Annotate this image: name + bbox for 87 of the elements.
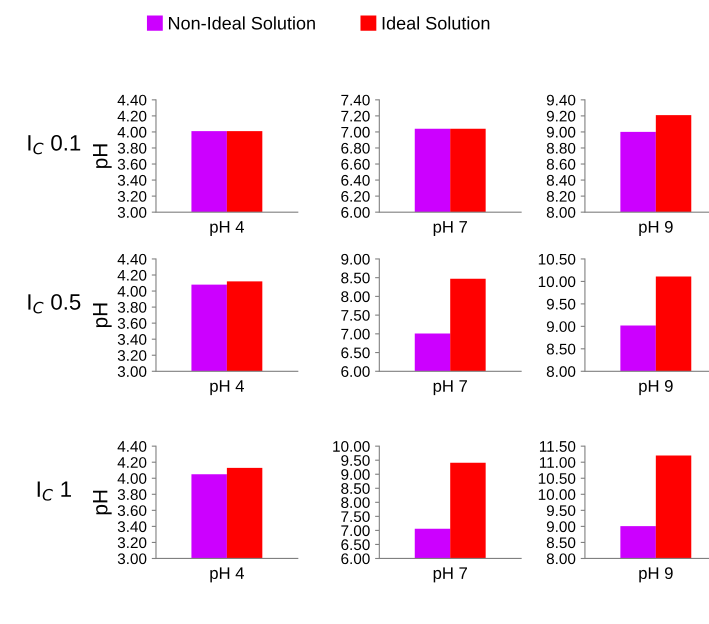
y-tick-label: 9.50 — [546, 505, 576, 516]
y-tick-label: 9.00 — [341, 254, 370, 265]
y-tick-label: 9.00 — [546, 321, 576, 332]
y-tick-label: 10.00 — [538, 276, 576, 288]
y-tick-label: 9.00 — [341, 469, 370, 480]
text: I$_{C}$ 1 — [38, 482, 71, 501]
y-axis-title: pH — [93, 490, 112, 514]
y-tick-label: 9.00 — [546, 521, 576, 532]
y-tick-label: 7.00 — [341, 525, 370, 536]
y-tick-label: 3.00 — [118, 207, 146, 218]
y-tick-label: 6.00 — [341, 207, 370, 218]
y-tick-label: 3.80 — [118, 302, 146, 313]
x-tick-label: pH 4 — [210, 221, 244, 236]
y-tick-label: 4.20 — [118, 270, 146, 281]
y-tick-label: 6.40 — [341, 174, 370, 186]
y-tick-label: 3.00 — [118, 553, 146, 564]
y-tick-label: 4.00 — [118, 286, 146, 297]
y-tick-label: 9.50 — [341, 455, 370, 466]
y-tick-label: 8.00 — [341, 291, 370, 302]
y-tick-label: 4.40 — [118, 254, 146, 265]
y-tick-label: 3.20 — [118, 190, 146, 202]
y-tick-label: 3.20 — [118, 350, 146, 361]
y-tick-label: 8.20 — [546, 190, 576, 202]
y-tick-label: 3.80 — [118, 489, 146, 500]
y-tick-label: 8.50 — [546, 537, 576, 548]
y-tick-label: 8.00 — [546, 553, 576, 564]
text: I$_{C}$ 0.5 — [28, 294, 80, 314]
y-tick-label: 11.00 — [540, 457, 576, 468]
y-tick-label: 6.00 — [341, 366, 370, 377]
y-tick-label: 7.20 — [341, 110, 370, 122]
y-tick-label: 4.40 — [118, 441, 146, 452]
y-tick-label: 6.50 — [341, 347, 370, 358]
y-tick-label: 4.00 — [118, 473, 146, 484]
y-tick-label: 6.50 — [341, 539, 370, 550]
x-tick-label: pH 9 — [639, 567, 673, 582]
y-tick-label: 10.50 — [538, 473, 576, 484]
y-tick-label: 3.60 — [118, 158, 146, 170]
y-tick-label: 8.50 — [341, 483, 370, 494]
y-tick-label: 10.00 — [333, 441, 370, 452]
y-tick-label: 8.00 — [546, 207, 576, 218]
y-tick-label: 8.80 — [546, 142, 576, 154]
x-tick-label: pH 9 — [639, 380, 673, 396]
y-tick-label: 9.50 — [546, 298, 576, 310]
y-tick-label: 7.00 — [341, 126, 370, 138]
y-tick-label: 11.50 — [540, 441, 576, 452]
x-tick-label: pH 4 — [210, 567, 244, 582]
y-tick-label: 8.60 — [546, 158, 576, 170]
y-tick-label: 8.00 — [546, 366, 576, 377]
y-tick-label: 7.40 — [341, 94, 370, 106]
x-tick-label: pH 9 — [639, 220, 673, 236]
x-tick-label: pH 4 — [210, 380, 244, 396]
y-tick-label: 8.50 — [546, 344, 576, 354]
x-tick-label: pH 7 — [434, 380, 467, 396]
y-tick-label: 9.20 — [546, 110, 576, 122]
y-tick-label: 3.40 — [118, 521, 146, 532]
y-tick-label: 8.40 — [546, 174, 576, 186]
y-tick-label: 6.80 — [341, 142, 370, 154]
y-tick-label: 3.20 — [118, 537, 146, 548]
y-tick-label: 4.00 — [118, 126, 146, 138]
y-tick-label: 7.50 — [341, 511, 370, 522]
y-tick-label: 3.40 — [118, 334, 146, 345]
y-tick-label: 3.40 — [118, 174, 146, 186]
y-tick-label: 3.00 — [118, 366, 146, 377]
y-tick-label: 7.00 — [341, 328, 370, 340]
y-tick-label: 6.00 — [341, 553, 370, 564]
y-tick-label: 3.60 — [118, 505, 146, 516]
y-tick-label: 4.20 — [118, 457, 146, 468]
y-tick-label: 10.00 — [538, 489, 576, 500]
y-axis-title: pH — [93, 304, 112, 328]
y-tick-label: 10.50 — [538, 254, 576, 265]
y-tick-label: 8.00 — [341, 497, 370, 508]
legend-label: Non-Ideal Solution — [168, 16, 315, 30]
legend-label: Ideal Solution — [382, 16, 490, 30]
y-axis-title: pH — [93, 144, 112, 168]
y-tick-label: 7.50 — [341, 310, 370, 321]
y-tick-label: 9.00 — [546, 126, 576, 138]
y-tick-label: 9.40 — [546, 94, 576, 106]
y-tick-label: 4.40 — [118, 94, 146, 106]
y-tick-label: 3.80 — [118, 142, 146, 154]
y-tick-label: 6.20 — [341, 190, 370, 202]
x-tick-label: pH 7 — [434, 221, 467, 236]
text: I$_{C}$ 0.1 — [28, 134, 80, 154]
y-tick-label: 6.60 — [341, 158, 370, 170]
x-tick-label: pH 7 — [434, 567, 467, 582]
y-tick-label: 8.50 — [341, 272, 370, 284]
y-tick-label: 3.60 — [118, 318, 146, 329]
y-tick-label: 4.20 — [118, 110, 146, 122]
